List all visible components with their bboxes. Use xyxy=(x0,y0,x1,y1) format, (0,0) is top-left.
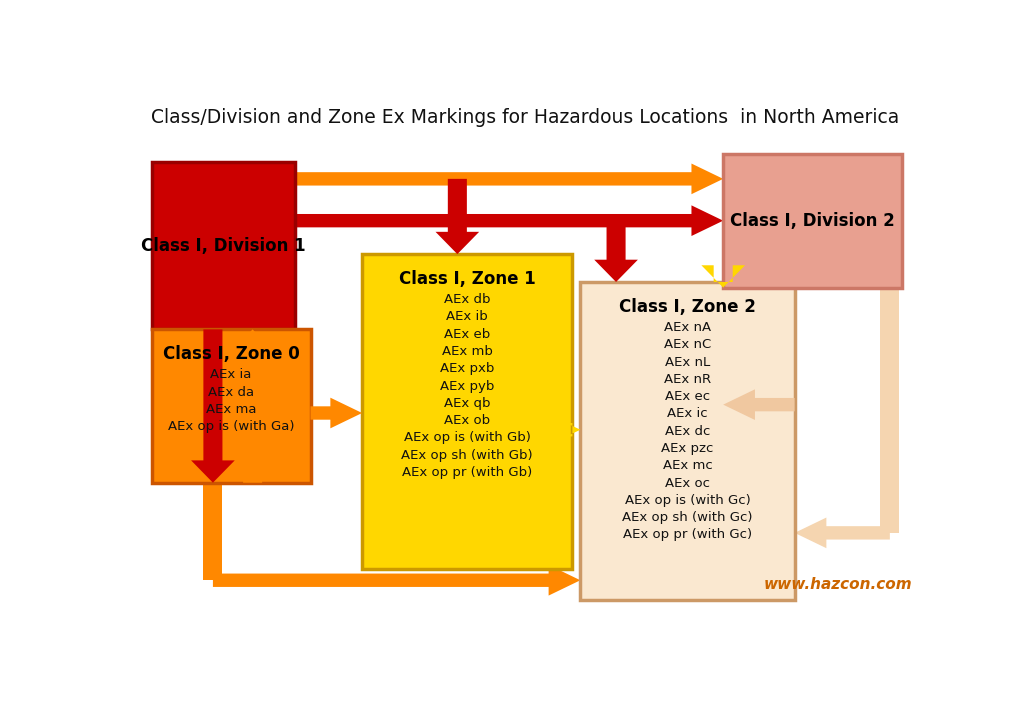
Text: AEx qb: AEx qb xyxy=(444,397,490,410)
Text: AEx pyb: AEx pyb xyxy=(440,379,495,392)
Polygon shape xyxy=(723,390,795,420)
Text: AEx pzc: AEx pzc xyxy=(662,442,714,455)
Text: AEx ob: AEx ob xyxy=(444,414,490,427)
Text: AEx op pr (with Gc): AEx op pr (with Gc) xyxy=(623,529,752,542)
Text: Class I, Division 1: Class I, Division 1 xyxy=(141,237,305,255)
FancyBboxPatch shape xyxy=(723,153,902,287)
Text: AEx op is (with Gc): AEx op is (with Gc) xyxy=(625,494,751,507)
Polygon shape xyxy=(295,206,723,236)
Text: AEx db: AEx db xyxy=(444,293,490,306)
Polygon shape xyxy=(594,221,638,282)
Polygon shape xyxy=(204,483,222,580)
Text: AEx nL: AEx nL xyxy=(665,355,710,369)
Text: AEx ib: AEx ib xyxy=(446,311,488,324)
Text: AEx op sh (with Gb): AEx op sh (with Gb) xyxy=(401,449,534,462)
Text: AEx ma: AEx ma xyxy=(206,403,256,416)
Text: AEx nA: AEx nA xyxy=(664,321,711,334)
Text: AEx ia: AEx ia xyxy=(211,369,252,382)
Text: AEx eb: AEx eb xyxy=(444,328,490,341)
Text: AEx dc: AEx dc xyxy=(665,425,711,438)
Text: AEx op sh (with Gc): AEx op sh (with Gc) xyxy=(623,511,753,524)
Polygon shape xyxy=(795,518,890,548)
Text: AEx mb: AEx mb xyxy=(441,345,493,358)
Polygon shape xyxy=(310,397,362,429)
Text: Class I, Zone 1: Class I, Zone 1 xyxy=(399,270,536,287)
Text: AEx ec: AEx ec xyxy=(665,390,710,403)
Polygon shape xyxy=(881,287,899,533)
FancyBboxPatch shape xyxy=(362,254,572,569)
Text: Class I, Zone 2: Class I, Zone 2 xyxy=(620,298,756,316)
Text: Class I, Division 2: Class I, Division 2 xyxy=(730,211,895,230)
Text: AEx oc: AEx oc xyxy=(665,476,710,489)
Polygon shape xyxy=(230,329,274,483)
Text: AEx op is (with Ga): AEx op is (with Ga) xyxy=(168,420,295,433)
Text: AEx pxb: AEx pxb xyxy=(440,362,495,375)
Polygon shape xyxy=(701,265,745,287)
Text: Class/Division and Zone Ex Markings for Hazardous Locations  in North America: Class/Division and Zone Ex Markings for … xyxy=(151,108,899,127)
Text: AEx da: AEx da xyxy=(208,386,254,399)
FancyBboxPatch shape xyxy=(152,329,310,483)
Polygon shape xyxy=(213,565,581,596)
Text: AEx nC: AEx nC xyxy=(664,338,711,351)
Polygon shape xyxy=(435,179,479,254)
Text: Class I, Zone 0: Class I, Zone 0 xyxy=(163,345,300,363)
Polygon shape xyxy=(295,164,723,194)
Text: www.hazcon.com: www.hazcon.com xyxy=(764,576,912,592)
Text: AEx mc: AEx mc xyxy=(663,459,713,472)
Polygon shape xyxy=(191,329,234,483)
Text: AEx op is (with Gb): AEx op is (with Gb) xyxy=(403,432,530,445)
Polygon shape xyxy=(549,414,581,445)
FancyBboxPatch shape xyxy=(581,282,795,599)
Text: AEx nR: AEx nR xyxy=(664,373,711,386)
Text: AEx op pr (with Gb): AEx op pr (with Gb) xyxy=(402,466,532,479)
Text: AEx ic: AEx ic xyxy=(668,408,708,421)
FancyBboxPatch shape xyxy=(152,162,295,329)
